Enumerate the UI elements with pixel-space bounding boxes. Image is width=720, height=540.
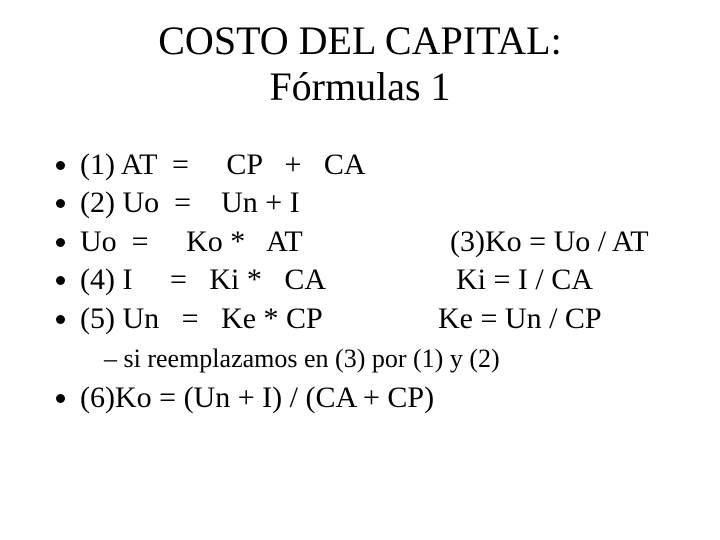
- sub-bullet-text: si reemplazamos en (3) por (1) y (2): [124, 344, 500, 373]
- bullet-4: (4) I = Ki * CAKi = I / CA: [80, 261, 670, 299]
- bullet-3-right: (3)Ko = Uo / AT: [450, 223, 649, 261]
- bullet-list: (1) AT = CP + CA (2) Uo = Un + I Uo = Ko…: [50, 146, 670, 418]
- bullet-4-right: Ki = I / CA: [456, 261, 593, 299]
- bullet-6-text: (6)Ko = (Un + I) / (CA + CP): [80, 379, 434, 417]
- slide: COSTO DEL CAPITAL: Fórmulas 1 (1) AT = C…: [0, 0, 720, 540]
- title-line-2: Fórmulas 1: [269, 64, 450, 109]
- bullet-2: (2) Uo = Un + I: [80, 184, 670, 222]
- bullet-2-text: (2) Uo = Un + I: [80, 184, 300, 222]
- slide-title: COSTO DEL CAPITAL: Fórmulas 1: [50, 18, 670, 110]
- bullet-4-left: (4) I = Ki * CA: [80, 261, 456, 299]
- bullet-5-right: Ke = Un / CP: [438, 300, 602, 338]
- bullet-1-text: (1) AT = CP + CA: [80, 146, 366, 184]
- sub-list: si reemplazamos en (3) por (1) y (2): [80, 342, 670, 375]
- bullet-3-left: Uo = Ko * AT: [80, 223, 450, 261]
- bullet-5: (5) Un = Ke * CPKe = Un / CP: [80, 300, 670, 338]
- bullet-3: Uo = Ko * AT(3)Ko = Uo / AT: [80, 223, 670, 261]
- title-line-1: COSTO DEL CAPITAL:: [158, 18, 561, 63]
- sub-bullet: si reemplazamos en (3) por (1) y (2): [104, 342, 670, 375]
- bullet-5-left: (5) Un = Ke * CP: [80, 300, 438, 338]
- bullet-6: (6)Ko = (Un + I) / (CA + CP): [80, 379, 670, 417]
- bullet-1: (1) AT = CP + CA: [80, 146, 670, 184]
